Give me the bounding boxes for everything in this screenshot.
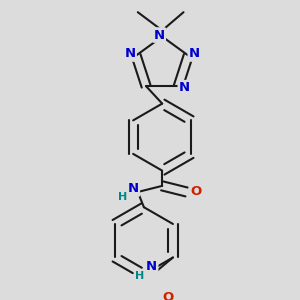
Text: H: H bbox=[118, 191, 127, 202]
Text: N: N bbox=[124, 47, 136, 61]
Text: N: N bbox=[189, 47, 200, 61]
Text: O: O bbox=[163, 291, 174, 300]
Text: N: N bbox=[146, 260, 157, 273]
Text: N: N bbox=[128, 182, 139, 195]
Text: N: N bbox=[179, 81, 190, 94]
Text: N: N bbox=[154, 28, 165, 41]
Text: H: H bbox=[135, 271, 144, 281]
Text: O: O bbox=[190, 185, 201, 199]
